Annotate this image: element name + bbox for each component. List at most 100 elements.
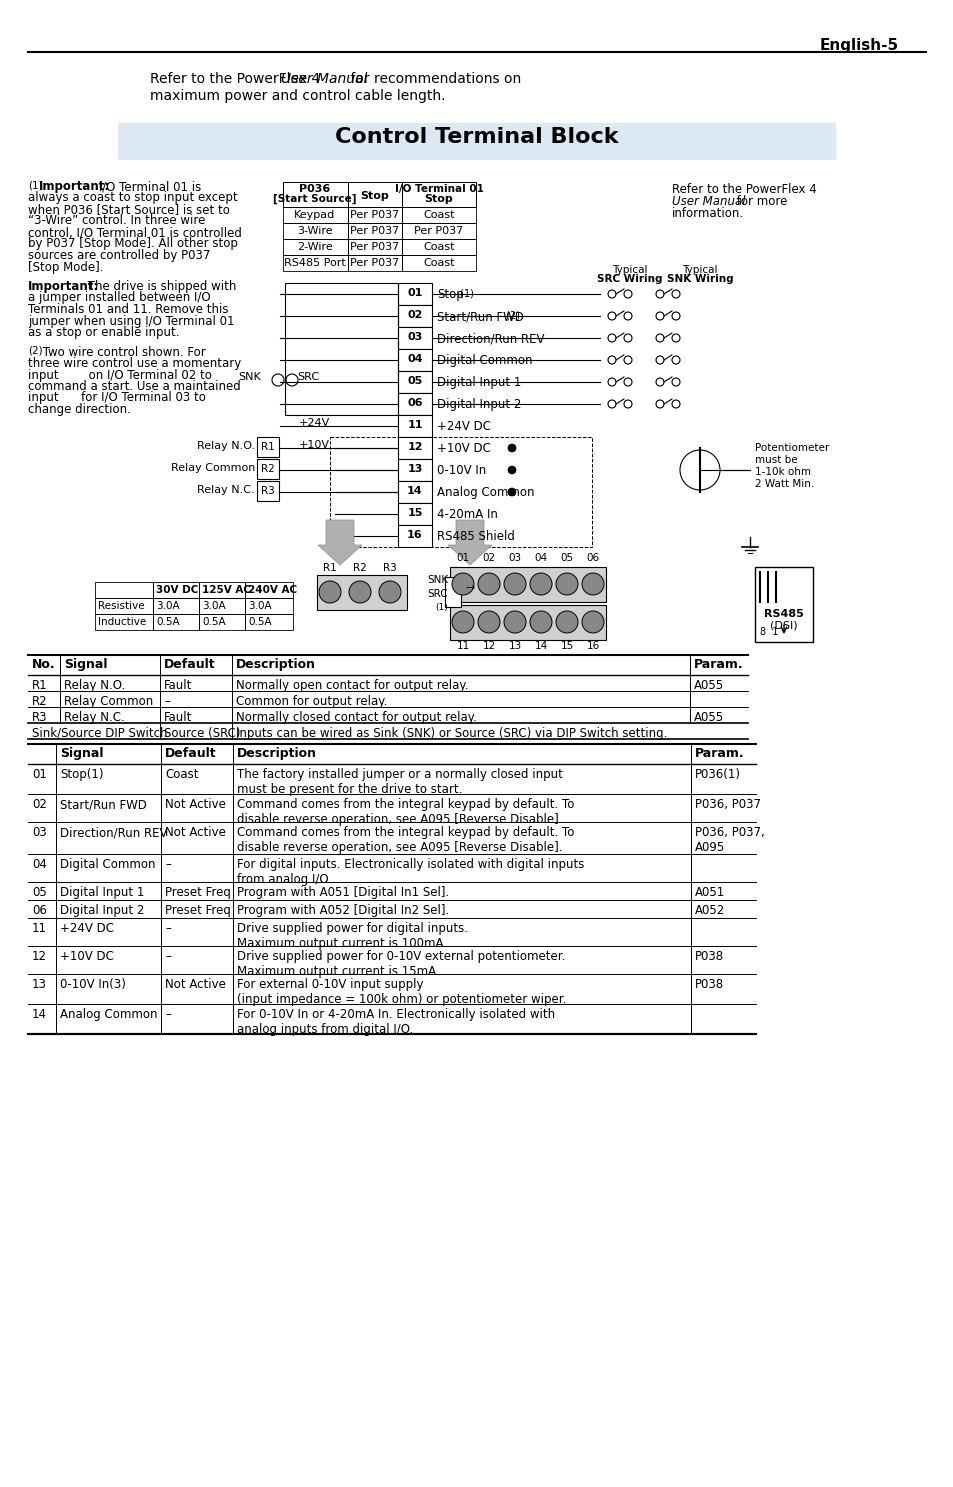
- Text: Fault: Fault: [164, 680, 193, 691]
- Bar: [283, 254, 348, 271]
- Text: as a stop or enable input.: as a stop or enable input.: [28, 326, 179, 339]
- Text: (1): (1): [456, 288, 474, 297]
- Text: information.: information.: [671, 207, 743, 220]
- Text: three wire control use a momentary: three wire control use a momentary: [28, 357, 241, 370]
- Text: 04: 04: [32, 858, 47, 871]
- Bar: [397, 349, 432, 370]
- Circle shape: [477, 611, 499, 633]
- Text: 04: 04: [407, 354, 422, 364]
- Text: 13: 13: [508, 641, 521, 651]
- Text: 13: 13: [407, 464, 422, 474]
- Bar: [397, 525, 432, 547]
- Text: Relay Common: Relay Common: [171, 462, 254, 473]
- Text: SNK Wiring: SNK Wiring: [666, 274, 733, 284]
- Text: Source (SRC): Source (SRC): [164, 727, 240, 741]
- Text: R3: R3: [261, 486, 274, 497]
- Text: Keypad: Keypad: [294, 210, 335, 220]
- Text: 2-Wire: 2-Wire: [296, 242, 333, 251]
- Text: Command comes from the integral keypad by default. To
disable reverse operation,: Command comes from the integral keypad b…: [236, 825, 574, 854]
- Text: for more: for more: [732, 195, 786, 208]
- Text: →: →: [464, 583, 474, 593]
- Text: Stop(1): Stop(1): [60, 767, 103, 781]
- Text: The factory installed jumper or a normally closed input
must be present for the : The factory installed jumper or a normal…: [236, 767, 562, 796]
- Text: 05: 05: [407, 376, 422, 387]
- Bar: [401, 239, 476, 254]
- Text: 06: 06: [407, 399, 422, 407]
- Text: –: –: [165, 922, 171, 935]
- Circle shape: [452, 611, 474, 633]
- Text: A052: A052: [695, 904, 724, 917]
- Text: Relay N.O.: Relay N.O.: [196, 442, 254, 451]
- Text: 2 Watt Min.: 2 Watt Min.: [754, 479, 814, 489]
- Circle shape: [477, 572, 499, 595]
- Text: 11: 11: [456, 641, 469, 651]
- Text: (DSI): (DSI): [769, 620, 797, 630]
- Text: +10V DC: +10V DC: [436, 442, 491, 455]
- Text: when P036 [Start Source] is set to: when P036 [Start Source] is set to: [28, 204, 230, 216]
- Text: Preset Freq: Preset Freq: [165, 904, 231, 917]
- Circle shape: [378, 581, 400, 604]
- Text: +24V: +24V: [298, 418, 330, 428]
- Bar: [283, 181, 348, 207]
- Text: Not Active: Not Active: [165, 799, 226, 810]
- Text: R3: R3: [32, 711, 48, 724]
- Bar: [397, 459, 432, 480]
- Text: Signal: Signal: [60, 746, 103, 760]
- Text: Coast: Coast: [423, 259, 455, 268]
- Text: Coast: Coast: [165, 767, 198, 781]
- Text: Normally closed contact for output relay.: Normally closed contact for output relay…: [235, 711, 476, 724]
- Text: “3-Wire” control. In three wire: “3-Wire” control. In three wire: [28, 214, 205, 228]
- Text: English-5: English-5: [820, 39, 898, 54]
- Text: Drive supplied power for 0-10V external potentiometer.
Maximum output current is: Drive supplied power for 0-10V external …: [236, 950, 565, 978]
- Text: 0.5A: 0.5A: [156, 617, 179, 628]
- Text: RS485 Shield: RS485 Shield: [436, 529, 515, 543]
- Bar: [283, 239, 348, 254]
- Bar: [199, 614, 245, 630]
- Text: Relay N.C.: Relay N.C.: [197, 485, 254, 495]
- Circle shape: [507, 488, 516, 497]
- Text: 02: 02: [482, 553, 495, 564]
- Text: Default: Default: [164, 659, 215, 671]
- Text: Default: Default: [165, 746, 216, 760]
- Text: 03: 03: [407, 332, 422, 342]
- Text: Digital Input 1: Digital Input 1: [60, 886, 144, 900]
- Circle shape: [581, 611, 603, 633]
- Text: change direction.: change direction.: [28, 403, 131, 416]
- Text: R2: R2: [261, 464, 274, 474]
- Text: Typical: Typical: [681, 265, 717, 275]
- Text: R2: R2: [353, 564, 367, 572]
- Text: Not Active: Not Active: [165, 825, 226, 839]
- Text: Common for output relay.: Common for output relay.: [235, 694, 387, 708]
- Text: A051: A051: [695, 886, 724, 900]
- Text: Start/Run FWD: Start/Run FWD: [436, 309, 523, 323]
- Text: input        on I/O Terminal 02 to: input on I/O Terminal 02 to: [28, 369, 212, 382]
- Text: I/O Terminal 01 is: I/O Terminal 01 is: [95, 180, 201, 193]
- Circle shape: [452, 572, 474, 595]
- Text: 02: 02: [407, 309, 422, 320]
- Text: RS485: RS485: [763, 610, 803, 619]
- Bar: [444, 577, 460, 607]
- Text: Relay Common: Relay Common: [64, 694, 153, 708]
- Text: 0-10V In: 0-10V In: [436, 464, 486, 477]
- Text: +10V: +10V: [298, 440, 330, 451]
- Text: Stop: Stop: [360, 190, 389, 201]
- Text: –: –: [165, 950, 171, 964]
- Bar: [397, 393, 432, 415]
- Text: Preset Freq: Preset Freq: [165, 886, 231, 900]
- Text: jumper when using I/O Terminal 01: jumper when using I/O Terminal 01: [28, 314, 234, 327]
- Text: Command comes from the integral keypad by default. To
disable reverse operation,: Command comes from the integral keypad b…: [236, 799, 574, 825]
- Bar: [348, 254, 401, 271]
- Text: (1): (1): [28, 180, 43, 190]
- Text: 16: 16: [407, 529, 422, 540]
- Bar: [245, 598, 293, 614]
- Bar: [283, 223, 348, 239]
- Text: 0-10V In(3): 0-10V In(3): [60, 978, 126, 990]
- Text: 3.0A: 3.0A: [248, 601, 272, 611]
- Text: 12: 12: [32, 950, 47, 964]
- Text: Resistive: Resistive: [98, 601, 145, 611]
- Text: SRC: SRC: [296, 372, 318, 382]
- Text: SRC: SRC: [427, 589, 447, 599]
- Bar: [152, 598, 199, 614]
- Text: 05: 05: [32, 886, 47, 900]
- Text: Per P037: Per P037: [350, 259, 399, 268]
